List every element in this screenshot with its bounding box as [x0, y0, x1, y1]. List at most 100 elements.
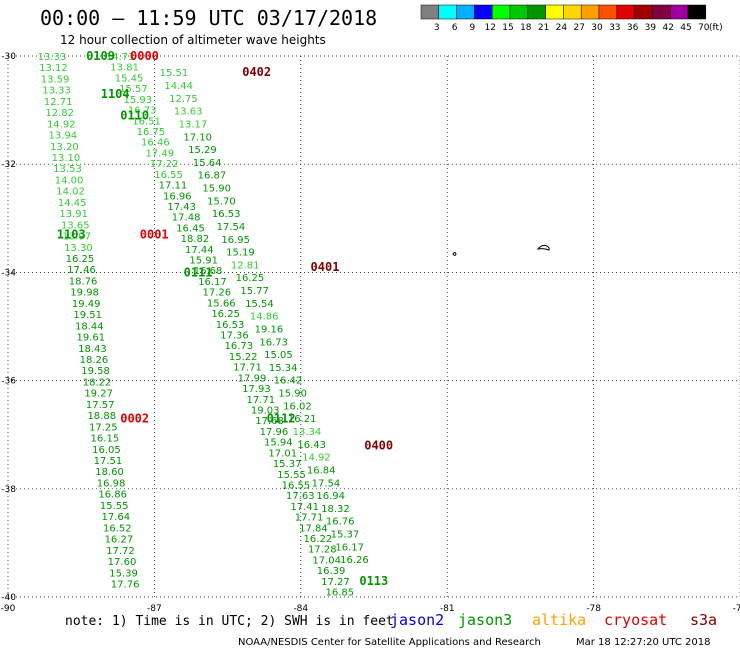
wave-height-value: 13.12 [39, 63, 68, 74]
wave-height-value: 13.17 [179, 119, 208, 130]
legend-swatch [687, 4, 707, 20]
wave-height-value: 15.05 [264, 350, 293, 361]
legend-swatch [580, 4, 600, 20]
legend-swatch [598, 4, 618, 20]
pass-time-label: 0401 [311, 260, 340, 274]
wave-height-value: 15.55 [100, 501, 129, 512]
wave-height-value: 16.46 [141, 138, 170, 149]
wave-height-value: 16.53 [212, 209, 241, 220]
legend-swatch [491, 4, 511, 20]
x-tick-label: -84 [293, 604, 308, 614]
wave-height-value: 18.26 [80, 355, 109, 366]
wave-height-value: 18.43 [78, 344, 107, 355]
wave-height-value: 16.87 [198, 171, 227, 182]
pass-time-label: 0400 [364, 439, 393, 453]
wave-height-value: 16.25 [211, 309, 240, 320]
satellite-legend: jason2 jason3 altika cryosat s3a [390, 611, 717, 629]
wave-height-value: 14.02 [56, 187, 85, 198]
track-jason3: 13.3313.1213.5913.3312.7112.8214.9213.94… [38, 52, 140, 590]
color-legend: 3 6 9 12 15 18 21 24 27 30 33 36 39 42 45 70 (ft) [420, 4, 723, 33]
wave-height-value: 15.51 [160, 68, 189, 79]
wave-height-value: 16.52 [103, 523, 132, 534]
wave-height-value: 16.25 [66, 254, 95, 265]
x-tick-label: -75 [733, 604, 740, 614]
pass-time-label: 0113 [359, 574, 388, 588]
x-tick-label: -90 [1, 604, 16, 614]
wave-height-value: 16.55 [282, 480, 311, 491]
wave-height-value: 13.34 [293, 427, 322, 438]
credit-line: NOAA/NESDIS Center for Satellite Applica… [238, 637, 541, 648]
legend-tick-label: 30 [591, 23, 603, 33]
legend-tick-label: 24 [556, 23, 568, 33]
wave-height-value: 15.64 [193, 158, 222, 169]
wave-height-value: 17.96 [260, 427, 289, 438]
wave-height-value: 16.73 [259, 337, 288, 348]
wave-height-value: 16.02 [283, 401, 312, 412]
wave-height-value: 16.55 [154, 170, 183, 181]
wave-height-value: 15.37 [331, 530, 360, 541]
wave-height-value: 14.44 [164, 81, 193, 92]
wave-height-value: 12.81 [231, 260, 260, 271]
wave-height-value: 17.71 [233, 363, 262, 374]
wave-height-value: 16.21 [288, 414, 317, 425]
wave-height-value: 18.32 [321, 504, 350, 515]
wave-height-value: 12.82 [45, 108, 74, 119]
wave-height-value: 15.37 [273, 459, 302, 470]
wave-height-value: 13.20 [50, 142, 79, 153]
track-cryosat: 0000 0001 0002 [120, 49, 168, 425]
wave-height-value: 17.99 [238, 373, 267, 384]
wave-height-value: 13.91 [59, 209, 88, 220]
legend-tick-label: 36 [627, 23, 639, 33]
wave-height-value: 19.58 [81, 366, 110, 377]
generated-time: Mar 18 12:27:20 UTC 2018 [576, 637, 711, 648]
wave-height-value: 19.16 [255, 324, 284, 335]
wave-height-value: 17.93 [242, 384, 271, 395]
wave-height-value: 13.53 [53, 164, 82, 175]
wave-height-value: 17.11 [159, 181, 188, 192]
wave-height-value: 15.90 [278, 389, 307, 400]
altimeter-tracks: 13.3313.1213.5913.3312.7112.8214.9213.94… [38, 49, 394, 599]
wave-height-value: 14.45 [58, 198, 87, 209]
wave-height-value: 17.27 [321, 577, 350, 588]
wave-height-value: 19.03 [251, 405, 280, 416]
pass-time-label: 0001 [140, 228, 169, 242]
legend-tick-label: 3 [434, 23, 440, 33]
pass-time-label: 1104 [101, 87, 130, 101]
wave-height-value: 17.68 [255, 416, 284, 427]
legend-tick-label: 42 [662, 23, 673, 33]
wave-height-value: 17.64 [101, 512, 130, 523]
wave-height-value: 15.39 [109, 568, 138, 579]
wave-height-value: 16.42 [274, 376, 303, 387]
wave-height-value: 16.73 [128, 106, 157, 117]
wave-height-value: 19.61 [77, 333, 106, 344]
wave-height-value: 17.41 [290, 502, 319, 513]
legend-swatch [634, 4, 653, 20]
wave-height-value: 13.97 [63, 232, 92, 243]
wave-height-value: 16.25 [236, 273, 265, 284]
wave-height-value: 17.25 [89, 422, 118, 433]
wave-height-value: 17.26 [203, 288, 232, 299]
legend-swatch [509, 4, 529, 20]
wave-height-value: 18.44 [75, 321, 104, 332]
wave-height-value: 18.22 [83, 377, 112, 388]
wave-height-value: 15.22 [229, 352, 258, 363]
wave-height-value: 14.92 [302, 453, 331, 464]
wave-height-value: 16.51 [132, 116, 161, 127]
y-tick-label: -38 [1, 485, 16, 495]
coastline [452, 244, 550, 256]
wave-height-value: 16.86 [98, 490, 127, 501]
wave-height-value: 13.33 [38, 52, 67, 63]
y-tick-label: -32 [1, 160, 16, 170]
wave-height-value: 15.91 [189, 256, 218, 267]
track-jason3: 14.7313.8115.4515.5715.9316.7316.5116.75… [86, 49, 388, 599]
wave-height-value: 13.59 [41, 74, 70, 85]
wave-height-value: 17.44 [185, 245, 214, 256]
wave-height-value: 17.36 [220, 331, 249, 342]
wave-height-value: 15.55 [277, 470, 306, 481]
wave-height-value: 18.82 [181, 234, 210, 245]
wave-height-value: 18.88 [87, 411, 116, 422]
legend-tick-label: 27 [573, 23, 584, 33]
pass-time-label: 0111 [184, 265, 213, 279]
wave-height-value: 16.17 [198, 277, 227, 288]
